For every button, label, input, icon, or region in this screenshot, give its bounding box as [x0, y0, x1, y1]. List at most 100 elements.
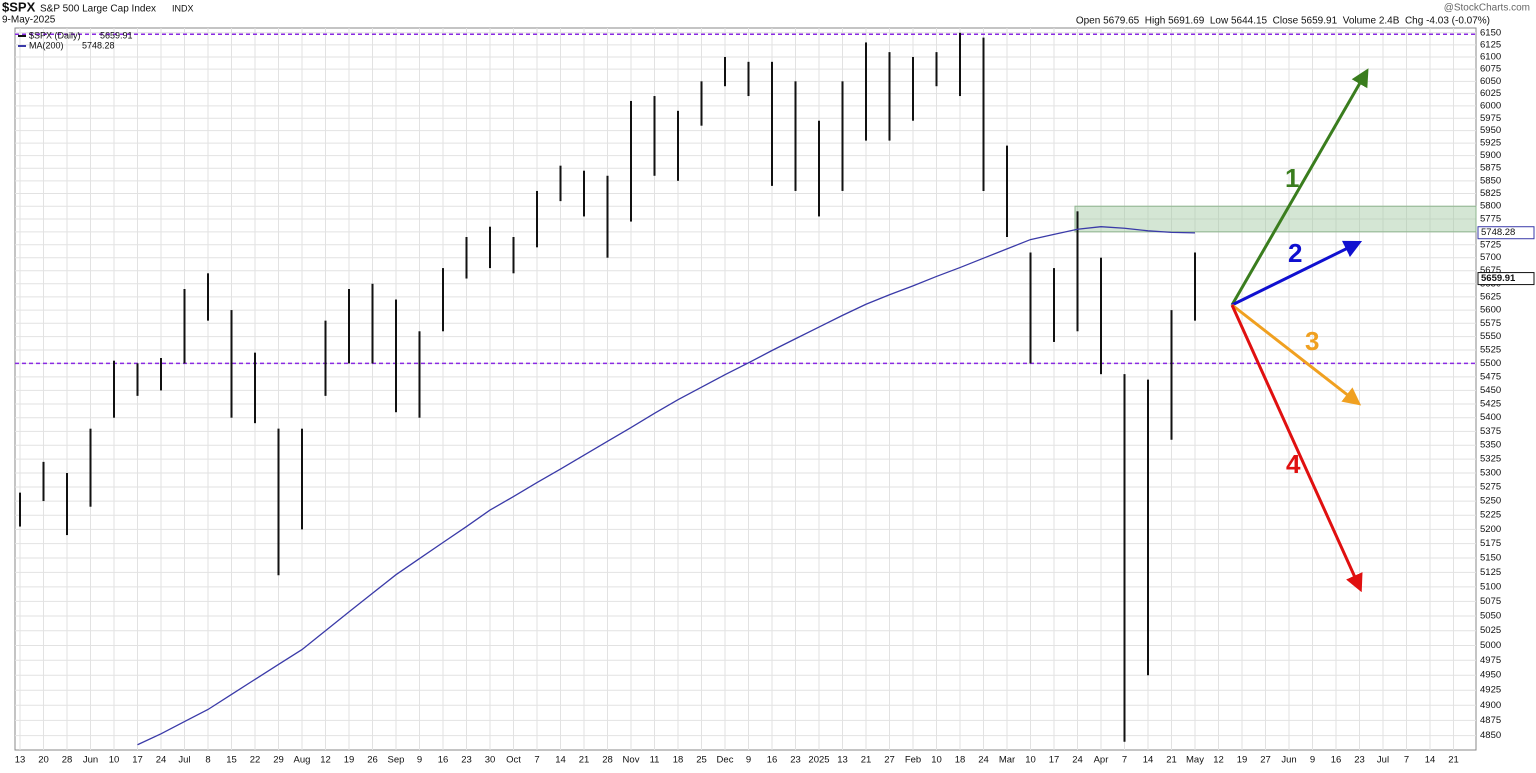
- x-tick-label: 12: [1213, 755, 1224, 766]
- x-tick-label: 28: [62, 755, 73, 766]
- y-tick-label: 5200: [1480, 524, 1501, 535]
- x-tick-label: 25: [696, 755, 707, 766]
- x-tick-label: 21: [1166, 755, 1177, 766]
- marks: [15, 32, 1477, 746]
- x-tick-label: 16: [438, 755, 449, 766]
- watermark: @StockCharts.com: [1444, 3, 1530, 14]
- x-tick-label: 19: [1237, 755, 1248, 766]
- y-tick-label: 5300: [1480, 468, 1501, 479]
- price-tag: [1477, 226, 1535, 240]
- x-tick-label: 29: [273, 755, 284, 766]
- y-tick-label: 5475: [1480, 371, 1501, 382]
- y-tick-label: 5900: [1480, 150, 1501, 161]
- y-tick-label: 5625: [1480, 291, 1501, 302]
- y-tick-label: 6100: [1480, 51, 1501, 62]
- y-tick-label: 6125: [1480, 39, 1501, 50]
- legend-label: $SPX (Daily): [29, 30, 81, 40]
- y-tick-label: 5975: [1480, 113, 1501, 124]
- legend-label: MA(200): [29, 40, 64, 50]
- x-tick-label: 8: [205, 755, 210, 766]
- y-tick-label: 5850: [1480, 175, 1501, 186]
- x-tick-label: 16: [1331, 755, 1342, 766]
- y-tick-label: 6025: [1480, 88, 1501, 99]
- x-tick-label: May: [1186, 755, 1204, 766]
- x-tick-label: 10: [931, 755, 942, 766]
- x-tick-label: 24: [156, 755, 167, 766]
- x-tick-label: 26: [367, 755, 378, 766]
- x-tick-label: Nov: [623, 755, 640, 766]
- x-tick-label: 21: [579, 755, 590, 766]
- arrow: [1230, 68, 1369, 306]
- y-tick-label: 5150: [1480, 553, 1501, 564]
- x-tick-label: Jul: [178, 755, 190, 766]
- x-tick-label: Dec: [717, 755, 734, 766]
- y-tick-label: 6075: [1480, 64, 1501, 75]
- y-tick-label: 4900: [1480, 700, 1501, 711]
- x-tick-label: 17: [1049, 755, 1060, 766]
- annotation: 2: [1288, 238, 1302, 268]
- arrow: [1231, 240, 1363, 307]
- x-tick-label: 11: [650, 755, 660, 766]
- y-tick-label: 5950: [1480, 125, 1501, 136]
- y-tick-label: 6000: [1480, 100, 1501, 111]
- x-tick-label: 27: [884, 755, 895, 766]
- y-tick-label: 5525: [1480, 344, 1501, 355]
- x-tick-label: 14: [1425, 755, 1436, 766]
- x-tick-label: 30: [485, 755, 496, 766]
- x-tick-label: 13: [837, 755, 848, 766]
- x-tick-label: 10: [1025, 755, 1036, 766]
- arrows: [1230, 68, 1369, 593]
- x-tick-label: 23: [1354, 755, 1365, 766]
- x-tick-label: 22: [250, 755, 261, 766]
- symbol: $SPX: [2, 0, 36, 14]
- x-tick-label: 18: [673, 755, 684, 766]
- x-tick-label: Mar: [999, 755, 1015, 766]
- x-tick-label: Jun: [83, 755, 98, 766]
- index-name: S&P 500 Large Cap Index: [40, 4, 156, 15]
- y-tick-label: 5925: [1480, 138, 1501, 149]
- x-tick-label: 21: [861, 755, 872, 766]
- y-tick-label: 5075: [1480, 596, 1501, 607]
- y-tick-label: 5250: [1480, 496, 1501, 507]
- x-tick-label: 14: [1143, 755, 1154, 766]
- x-tick-label: 21: [1448, 755, 1459, 766]
- y-tick-label: 4875: [1480, 715, 1501, 726]
- plot-frame: [14, 27, 1477, 751]
- x-tick-label: 20: [38, 755, 49, 766]
- y-tick-label: 5325: [1480, 454, 1501, 465]
- price-tag-label: 5659.91: [1481, 273, 1516, 284]
- x-tick-label: 19: [344, 755, 355, 766]
- y-tick-label: 5550: [1480, 331, 1501, 342]
- x-tick-label: 13: [15, 755, 26, 766]
- y-tick-label: 5675: [1480, 265, 1501, 276]
- x-tick-label: 18: [955, 755, 966, 766]
- y-tick-label: 5775: [1480, 214, 1501, 225]
- price-tag: [1477, 272, 1535, 286]
- x-tick-label: 16: [767, 755, 778, 766]
- y-tick-label: 5275: [1480, 482, 1501, 493]
- x-tick-label: 28: [602, 755, 613, 766]
- x-tick-label: 10: [109, 755, 120, 766]
- y-tick-label: 5100: [1480, 581, 1501, 592]
- price-tag-label: 5748.28: [1481, 227, 1515, 238]
- x-tick-label: Aug: [294, 755, 311, 766]
- y-tick-label: 5025: [1480, 625, 1501, 636]
- y-tick-label: 5825: [1480, 188, 1501, 199]
- x-tick-label: 24: [978, 755, 989, 766]
- legend-value: 5748.28: [82, 40, 115, 50]
- x-tick-label: 23: [461, 755, 472, 766]
- y-tick-label: 5175: [1480, 538, 1501, 549]
- y-tick-label: 5700: [1480, 252, 1501, 263]
- x-tick-label: Jun: [1281, 755, 1296, 766]
- y-tick-label: 5725: [1480, 239, 1501, 250]
- x-tick-label: 14: [555, 755, 566, 766]
- x-tick-label: 17: [132, 755, 143, 766]
- x-tick-label: 27: [1260, 755, 1271, 766]
- y-tick-label: 5800: [1480, 201, 1501, 212]
- grid: [15, 28, 1476, 750]
- x-tick-label: 23: [790, 755, 801, 766]
- y-tick-label: 5050: [1480, 611, 1501, 622]
- x-tick-label: Oct: [506, 755, 521, 766]
- y-tick-label: 5450: [1480, 385, 1501, 396]
